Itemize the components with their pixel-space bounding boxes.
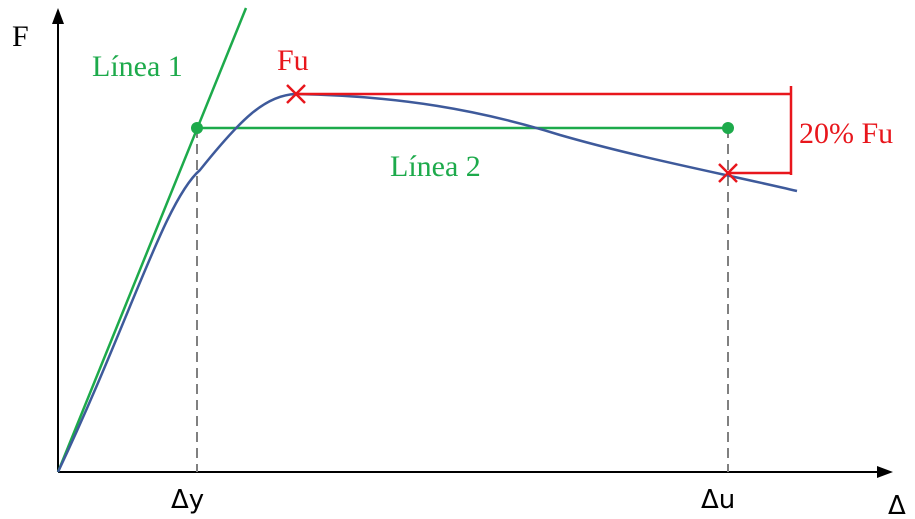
line-1-label: Línea 1 <box>92 50 183 83</box>
plateau-end-point <box>722 122 734 134</box>
line-1 <box>56 7 248 473</box>
y-axis-arrowhead <box>52 8 64 24</box>
fu-label: Fu <box>277 44 309 77</box>
yield-tick-label: Δy <box>171 485 204 515</box>
drop-label: 20% Fu <box>799 117 893 150</box>
x-axis-label: Δ <box>888 491 906 519</box>
yield-point <box>191 122 203 134</box>
fu-cross-marker <box>286 84 306 104</box>
ultimate-tick-label: Δu <box>701 485 735 515</box>
ultimate-cross-marker <box>718 163 738 183</box>
y-axis-label: F <box>12 20 29 53</box>
line-2-label: Línea 2 <box>390 150 481 183</box>
x-axis-arrowhead <box>877 466 893 478</box>
